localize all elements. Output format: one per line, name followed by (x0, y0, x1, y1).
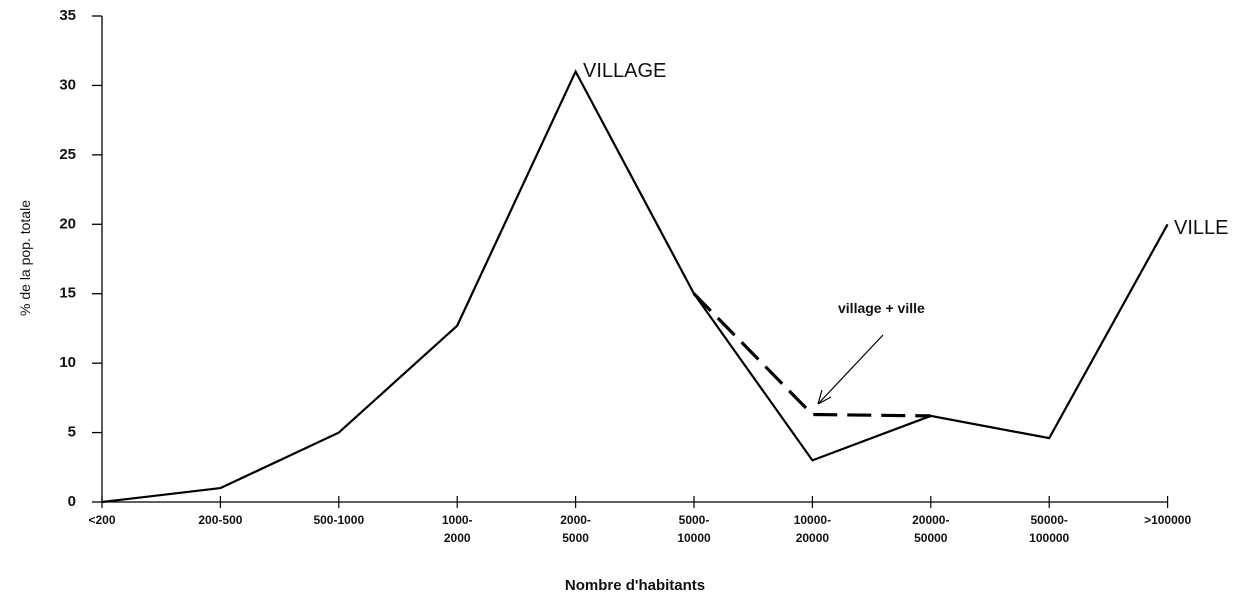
x-tick-label: 5000-10000 (677, 513, 711, 545)
y-tick-label: 35 (59, 7, 76, 24)
x-tick-label: >100000 (1144, 513, 1191, 527)
x-tick-label: 20000-50000 (912, 513, 949, 545)
x-tick-label: 50000-100000 (1029, 513, 1069, 545)
x-tick-label: 2000-5000 (560, 513, 591, 545)
legend-annotation: village + ville (838, 300, 925, 316)
y-tick-label: 20 (59, 215, 76, 232)
annotation: VILLAGE (583, 60, 666, 82)
x-axis-label: Nombre d'habitants (565, 577, 705, 594)
arrow (817, 334, 884, 405)
annotation: VILLE (1174, 217, 1228, 239)
y-tick-label: 5 (68, 424, 76, 441)
arrow-head (817, 389, 832, 405)
x-tick-label: 1000-2000 (442, 513, 473, 545)
x-tick-label: 500-1000 (313, 513, 364, 527)
y-tick-label: 10 (59, 354, 76, 371)
line-series (101, 69, 1169, 504)
y-tick-label: 0 (68, 493, 76, 510)
x-tick-label: 200-500 (198, 513, 242, 527)
y-tick-label: 15 (59, 285, 76, 302)
x-tick-label: 10000-20000 (794, 513, 831, 545)
y-tick-label: 25 (59, 146, 76, 163)
line-series (692, 292, 931, 418)
y-tick-label: 30 (59, 76, 76, 93)
y-axis-label: % de la pop. totale (17, 200, 33, 316)
x-tick-label: <200 (88, 513, 115, 527)
